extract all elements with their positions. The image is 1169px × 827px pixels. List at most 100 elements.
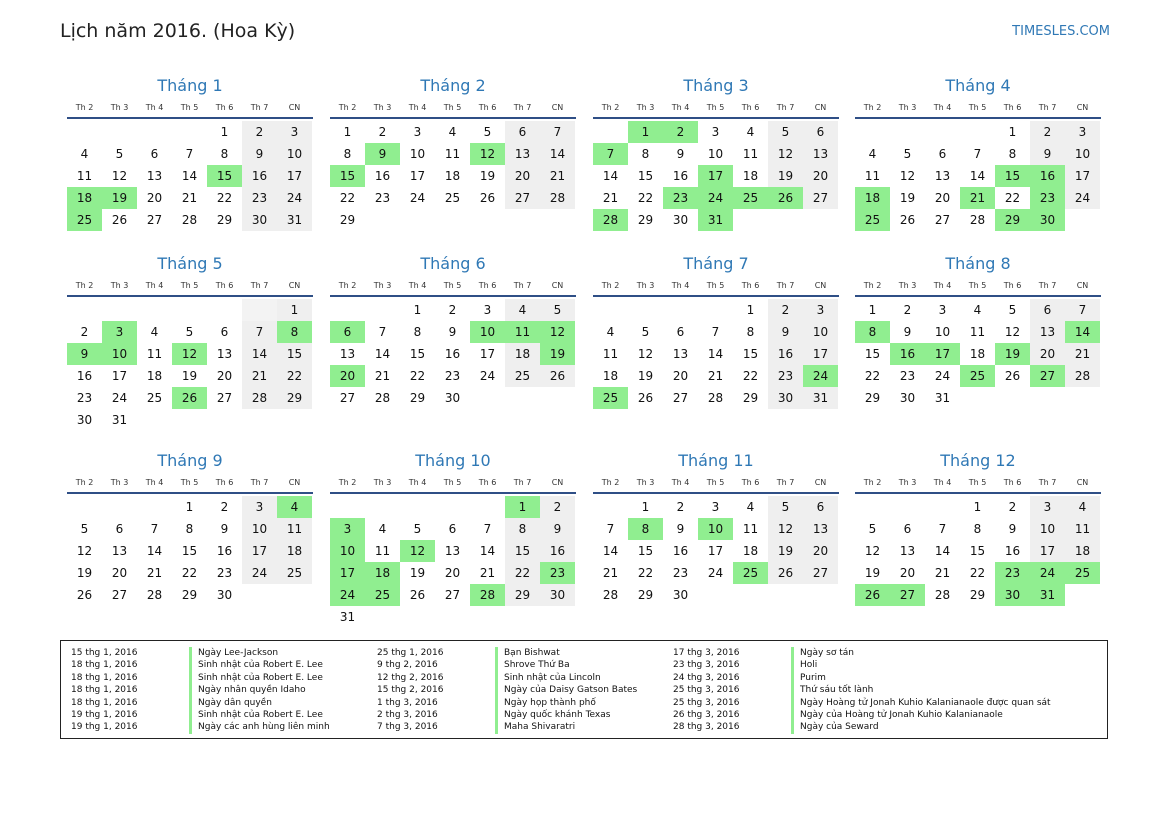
- day-cell[interactable]: 26: [479, 191, 496, 205]
- day-cell[interactable]: 15: [505, 540, 540, 562]
- day-cell[interactable]: 11: [864, 169, 881, 183]
- day-cell[interactable]: 27: [803, 187, 838, 209]
- day-cell[interactable]: 27: [803, 562, 838, 584]
- day-cell[interactable]: 9: [1008, 522, 1017, 536]
- day-cell[interactable]: 25: [444, 191, 461, 205]
- day-cell[interactable]: 6: [938, 147, 947, 161]
- day-cell[interactable]: 22: [1004, 191, 1021, 205]
- day-cell[interactable]: 12: [400, 540, 435, 562]
- day-cell[interactable]: 13: [1030, 321, 1065, 343]
- day-cell[interactable]: 31: [934, 391, 951, 405]
- day-cell[interactable]: 13: [899, 544, 916, 558]
- day-cell[interactable]: 26: [768, 187, 803, 209]
- day-cell[interactable]: 8: [220, 147, 229, 161]
- day-cell[interactable]: 11: [146, 347, 163, 361]
- day-cell[interactable]: 30: [995, 584, 1030, 606]
- day-cell[interactable]: 7: [1065, 299, 1100, 321]
- day-cell[interactable]: 29: [216, 213, 233, 227]
- day-cell[interactable]: 22: [216, 191, 233, 205]
- day-cell[interactable]: 24: [707, 566, 724, 580]
- day-cell[interactable]: 29: [969, 588, 986, 602]
- day-cell[interactable]: 11: [742, 522, 759, 536]
- day-cell[interactable]: 19: [899, 191, 916, 205]
- day-cell[interactable]: 5: [185, 325, 194, 339]
- day-cell[interactable]: 13: [216, 347, 233, 361]
- day-cell[interactable]: 9: [220, 522, 229, 536]
- day-cell[interactable]: 17: [111, 369, 128, 383]
- day-cell[interactable]: 24: [111, 391, 128, 405]
- day-cell[interactable]: 21: [181, 191, 198, 205]
- day-cell[interactable]: 20: [111, 566, 128, 580]
- day-cell[interactable]: 5: [903, 147, 912, 161]
- day-cell[interactable]: 7: [540, 121, 575, 143]
- day-cell[interactable]: 11: [76, 169, 93, 183]
- day-cell[interactable]: 11: [444, 147, 461, 161]
- day-cell[interactable]: 1: [277, 299, 312, 321]
- day-cell[interactable]: 7: [483, 522, 492, 536]
- day-cell[interactable]: 8: [413, 325, 422, 339]
- day-cell[interactable]: 30: [444, 391, 461, 405]
- day-cell[interactable]: 18: [742, 544, 759, 558]
- day-cell[interactable]: 20: [672, 369, 689, 383]
- day-cell[interactable]: 25: [733, 187, 768, 209]
- day-cell[interactable]: 27: [1030, 365, 1065, 387]
- site-link[interactable]: TIMESLES.COM: [1012, 24, 1110, 39]
- day-cell[interactable]: 25: [365, 584, 400, 606]
- day-cell[interactable]: 28: [1065, 365, 1100, 387]
- day-cell[interactable]: 19: [768, 540, 803, 562]
- day-cell[interactable]: 2: [80, 325, 89, 339]
- day-cell[interactable]: 27: [444, 588, 461, 602]
- day-cell[interactable]: 2: [448, 303, 457, 317]
- day-cell[interactable]: 14: [602, 544, 619, 558]
- day-cell[interactable]: 23: [76, 391, 93, 405]
- day-cell[interactable]: 24: [277, 187, 312, 209]
- day-cell[interactable]: 22: [637, 566, 654, 580]
- day-cell[interactable]: 23: [1030, 187, 1065, 209]
- day-cell[interactable]: 10: [330, 540, 365, 562]
- day-cell[interactable]: 14: [374, 347, 391, 361]
- day-cell[interactable]: 12: [899, 169, 916, 183]
- day-cell[interactable]: 15: [330, 165, 365, 187]
- day-cell[interactable]: 4: [868, 147, 877, 161]
- day-cell[interactable]: 1: [185, 500, 194, 514]
- day-cell[interactable]: 10: [277, 143, 312, 165]
- day-cell[interactable]: 18: [855, 187, 890, 209]
- day-cell[interactable]: 10: [803, 321, 838, 343]
- day-cell[interactable]: 2: [220, 500, 229, 514]
- day-cell[interactable]: 20: [934, 191, 951, 205]
- day-cell[interactable]: 26: [409, 588, 426, 602]
- day-cell[interactable]: 20: [444, 566, 461, 580]
- day-cell[interactable]: 18: [365, 562, 400, 584]
- day-cell[interactable]: 9: [1030, 143, 1065, 165]
- day-cell[interactable]: 3: [413, 125, 422, 139]
- day-cell[interactable]: 31: [339, 610, 356, 624]
- day-cell[interactable]: 5: [768, 496, 803, 518]
- day-cell[interactable]: 27: [934, 213, 951, 227]
- day-cell[interactable]: 8: [277, 321, 312, 343]
- day-cell[interactable]: 9: [242, 143, 277, 165]
- day-cell[interactable]: 15: [637, 544, 654, 558]
- day-cell[interactable]: 13: [111, 544, 128, 558]
- day-cell[interactable]: 30: [672, 588, 689, 602]
- day-cell[interactable]: 18: [505, 343, 540, 365]
- day-cell[interactable]: 8: [641, 147, 650, 161]
- day-cell[interactable]: 17: [925, 343, 960, 365]
- day-cell[interactable]: 23: [672, 566, 689, 580]
- day-cell[interactable]: 8: [973, 522, 982, 536]
- day-cell[interactable]: 10: [707, 147, 724, 161]
- day-cell[interactable]: 25: [277, 562, 312, 584]
- day-cell[interactable]: 9: [540, 518, 575, 540]
- day-cell[interactable]: 6: [903, 522, 912, 536]
- day-cell[interactable]: 1: [1008, 125, 1017, 139]
- day-cell[interactable]: 31: [277, 209, 312, 231]
- day-cell[interactable]: 5: [868, 522, 877, 536]
- day-cell[interactable]: 27: [339, 391, 356, 405]
- day-cell[interactable]: 19: [409, 566, 426, 580]
- day-cell[interactable]: 27: [216, 391, 233, 405]
- day-cell[interactable]: 19: [995, 343, 1030, 365]
- day-cell[interactable]: 11: [374, 544, 391, 558]
- day-cell[interactable]: 22: [181, 566, 198, 580]
- day-cell[interactable]: 20: [216, 369, 233, 383]
- day-cell[interactable]: 8: [343, 147, 352, 161]
- day-cell[interactable]: 26: [111, 213, 128, 227]
